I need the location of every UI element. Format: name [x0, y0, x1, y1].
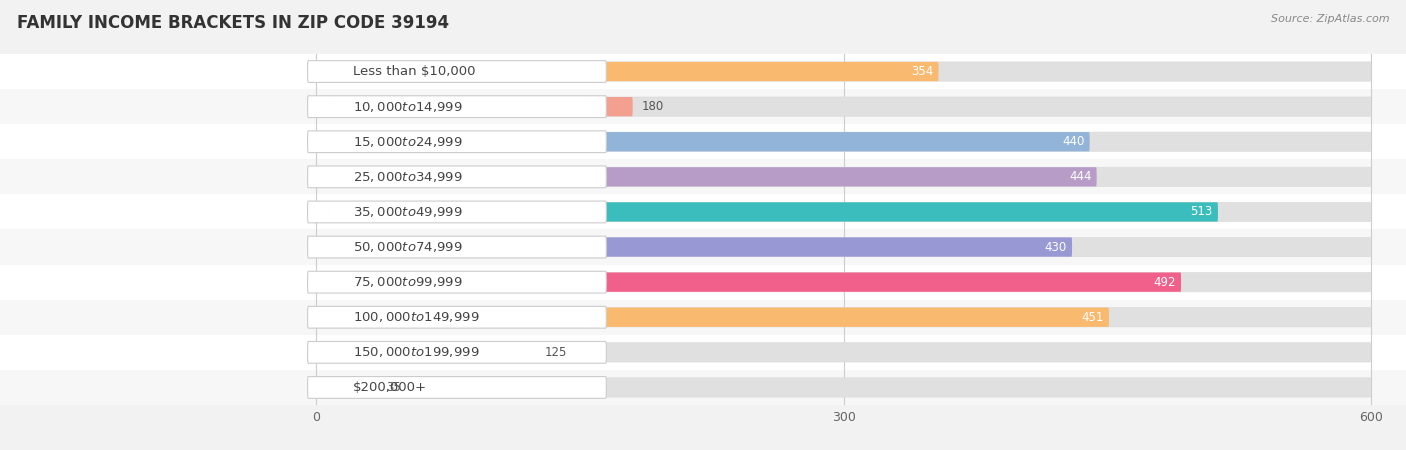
Text: 451: 451 — [1081, 311, 1104, 324]
FancyBboxPatch shape — [316, 202, 1218, 221]
Text: $200,000+: $200,000+ — [353, 381, 427, 394]
Text: 430: 430 — [1045, 241, 1067, 253]
Text: $50,000 to $74,999: $50,000 to $74,999 — [353, 240, 463, 254]
FancyBboxPatch shape — [308, 131, 606, 153]
FancyBboxPatch shape — [316, 62, 939, 81]
FancyBboxPatch shape — [308, 271, 606, 293]
Text: 492: 492 — [1153, 276, 1175, 288]
FancyBboxPatch shape — [308, 236, 606, 258]
FancyBboxPatch shape — [316, 273, 1181, 292]
FancyBboxPatch shape — [0, 54, 1406, 89]
FancyBboxPatch shape — [316, 132, 1090, 151]
Text: $150,000 to $199,999: $150,000 to $199,999 — [353, 345, 479, 360]
FancyBboxPatch shape — [316, 132, 1371, 151]
FancyBboxPatch shape — [316, 202, 1371, 221]
Text: 444: 444 — [1069, 171, 1091, 183]
FancyBboxPatch shape — [308, 306, 606, 328]
FancyBboxPatch shape — [0, 335, 1406, 370]
FancyBboxPatch shape — [0, 194, 1406, 230]
FancyBboxPatch shape — [316, 308, 1109, 327]
FancyBboxPatch shape — [308, 61, 606, 82]
Text: $100,000 to $149,999: $100,000 to $149,999 — [353, 310, 479, 324]
Text: $25,000 to $34,999: $25,000 to $34,999 — [353, 170, 463, 184]
FancyBboxPatch shape — [308, 377, 606, 398]
Text: 440: 440 — [1062, 135, 1084, 148]
Text: 35: 35 — [387, 381, 401, 394]
FancyBboxPatch shape — [316, 378, 378, 397]
Text: 354: 354 — [911, 65, 934, 78]
FancyBboxPatch shape — [316, 343, 1371, 362]
FancyBboxPatch shape — [308, 96, 606, 117]
Text: $35,000 to $49,999: $35,000 to $49,999 — [353, 205, 463, 219]
FancyBboxPatch shape — [0, 89, 1406, 124]
FancyBboxPatch shape — [316, 308, 1371, 327]
Text: 513: 513 — [1191, 206, 1213, 218]
FancyBboxPatch shape — [316, 167, 1371, 186]
Text: FAMILY INCOME BRACKETS IN ZIP CODE 39194: FAMILY INCOME BRACKETS IN ZIP CODE 39194 — [17, 14, 449, 32]
FancyBboxPatch shape — [0, 159, 1406, 194]
Text: 180: 180 — [641, 100, 664, 113]
Text: Source: ZipAtlas.com: Source: ZipAtlas.com — [1271, 14, 1389, 23]
FancyBboxPatch shape — [316, 238, 1073, 256]
FancyBboxPatch shape — [316, 378, 1371, 397]
Text: 125: 125 — [546, 346, 567, 359]
FancyBboxPatch shape — [0, 124, 1406, 159]
FancyBboxPatch shape — [316, 238, 1371, 256]
FancyBboxPatch shape — [308, 342, 606, 363]
FancyBboxPatch shape — [316, 273, 1371, 292]
Text: Less than $10,000: Less than $10,000 — [353, 65, 475, 78]
FancyBboxPatch shape — [316, 343, 536, 362]
Text: $15,000 to $24,999: $15,000 to $24,999 — [353, 135, 463, 149]
FancyBboxPatch shape — [308, 201, 606, 223]
Text: $75,000 to $99,999: $75,000 to $99,999 — [353, 275, 463, 289]
FancyBboxPatch shape — [308, 166, 606, 188]
FancyBboxPatch shape — [0, 265, 1406, 300]
FancyBboxPatch shape — [316, 62, 1371, 81]
FancyBboxPatch shape — [316, 97, 633, 116]
FancyBboxPatch shape — [0, 230, 1406, 265]
FancyBboxPatch shape — [0, 300, 1406, 335]
FancyBboxPatch shape — [316, 97, 1371, 116]
Text: $10,000 to $14,999: $10,000 to $14,999 — [353, 99, 463, 114]
FancyBboxPatch shape — [0, 370, 1406, 405]
FancyBboxPatch shape — [316, 167, 1097, 186]
